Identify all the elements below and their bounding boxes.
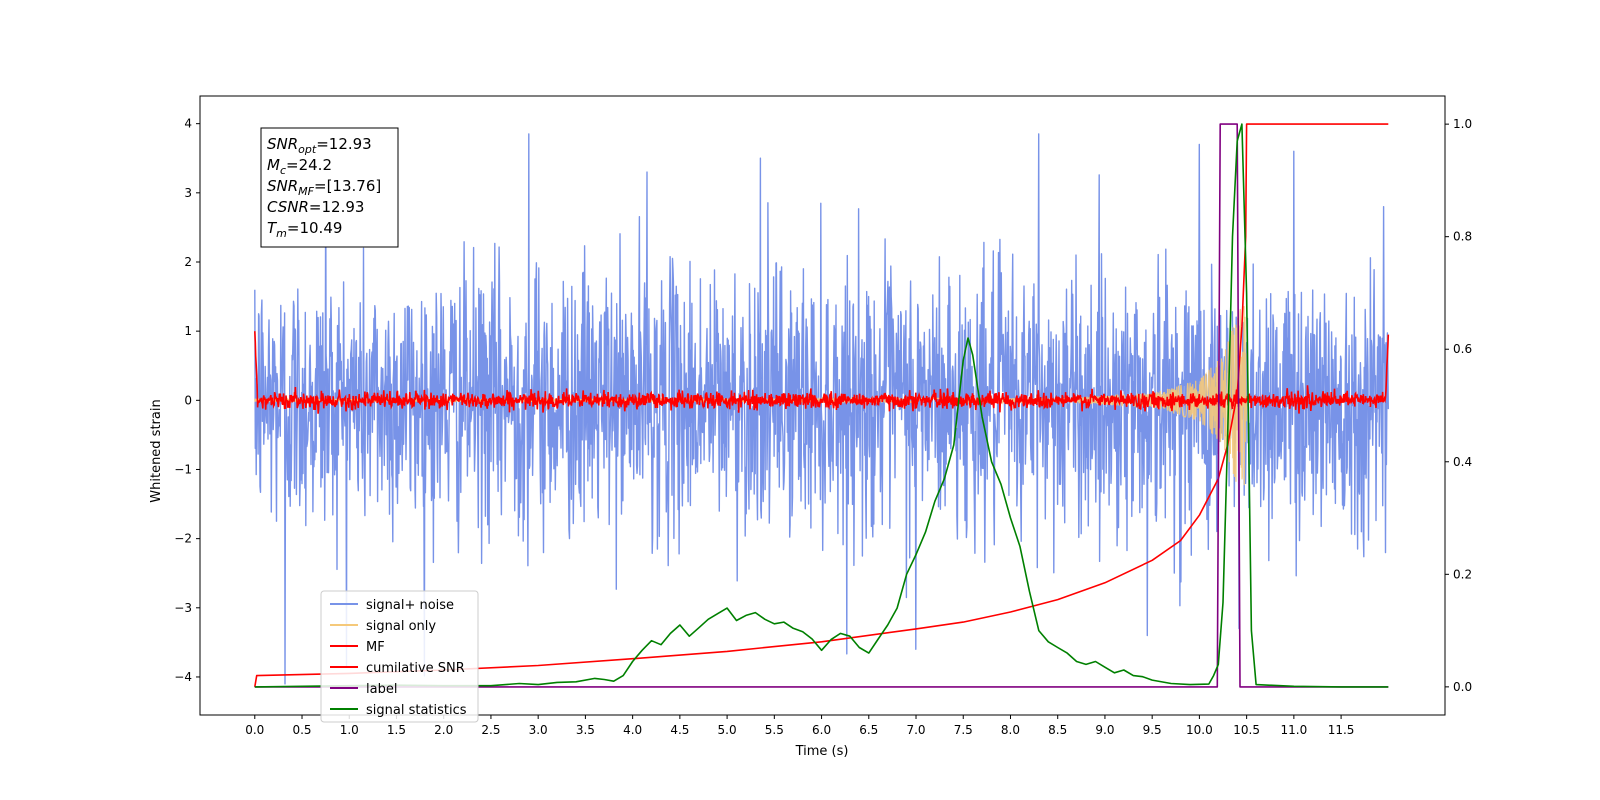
annotation-subscript: opt <box>298 143 317 156</box>
y-tick-label: −3 <box>174 601 192 615</box>
x-axis-label: Time (s) <box>795 744 849 759</box>
x-tick-label: 1.0 <box>340 723 359 737</box>
y-tick-label: −1 <box>174 462 192 476</box>
annotation-value: =10.49 <box>287 219 343 237</box>
annotation-value: =[13.76] <box>314 177 381 195</box>
x-tick-label: 10.0 <box>1186 723 1213 737</box>
legend: signal+ noise signal only MF cumilative SNR… <box>320 590 479 723</box>
x-tick-label: 4.0 <box>623 723 642 737</box>
series-layer <box>254 123 1390 688</box>
y2-tick-label: 0.0 <box>1453 680 1472 694</box>
legend-entry: signal only <box>366 619 436 634</box>
annotation-line: SNRopt=12.93 <box>267 135 372 156</box>
y-tick-label: −2 <box>174 532 192 546</box>
x-tick-label: 9.0 <box>1095 723 1114 737</box>
series-signal-statistics <box>254 123 1389 688</box>
y-axis-label: Whitened strain <box>149 399 164 502</box>
x-tick-label: 2.0 <box>434 723 453 737</box>
x-tick-label: 0.0 <box>245 723 264 737</box>
annotation-value: =12.93 <box>309 198 365 216</box>
annotation-subscript: c <box>280 164 286 177</box>
x-tick-label: 1.5 <box>387 723 406 737</box>
annotation-symbol: T <box>267 219 278 237</box>
legend-entry: signal statistics <box>366 703 467 718</box>
annotation-value: =24.2 <box>286 156 332 174</box>
y-axis-right: 1.0 0.8 0.6 0.4 0.2 0.0 <box>1445 117 1472 694</box>
series-label <box>254 123 1389 688</box>
annotation-line: Tm=10.49 <box>267 219 342 240</box>
y-tick-label: 1 <box>184 324 192 338</box>
x-tick-label: 4.5 <box>670 723 689 737</box>
plot-frame <box>199 95 1446 716</box>
x-tick-label: 5.0 <box>718 723 737 737</box>
annotation-line: SNRMF=[13.76] <box>267 177 381 198</box>
x-tick-label: 11.0 <box>1281 723 1308 737</box>
x-tick-label: 3.0 <box>529 723 548 737</box>
x-tick-label: 2.5 <box>481 723 500 737</box>
y2-tick-label: 0.6 <box>1453 342 1472 356</box>
annotation-subscript: m <box>276 227 287 240</box>
y2-tick-label: 0.4 <box>1453 455 1472 469</box>
annotation-symbol: SNR <box>267 177 298 195</box>
annotation-symbol: CSNR <box>267 198 309 216</box>
y2-tick-label: 1.0 <box>1453 117 1472 131</box>
annotation-subscript: MF <box>298 185 314 198</box>
y-tick-label: 4 <box>184 117 192 131</box>
legend-entry: cumilative SNR <box>366 661 465 676</box>
x-tick-label: 9.5 <box>1143 723 1162 737</box>
x-axis: 0.0 0.5 1.0 1.5 2.0 2.5 3.0 3.5 4.0 4.5 5.0 5.5 6.0 6… <box>245 715 1354 737</box>
annotation-frame <box>260 127 399 248</box>
annotation-symbol: SNR <box>267 135 298 153</box>
x-tick-label: 8.5 <box>1048 723 1067 737</box>
series-mf <box>254 331 1390 414</box>
x-tick-label: 8.0 <box>1001 723 1020 737</box>
y-tick-label: 3 <box>184 186 192 200</box>
x-tick-label: 11.5 <box>1328 723 1355 737</box>
legend-frame <box>320 590 479 723</box>
annotation-line: CSNR=12.93 <box>267 198 364 216</box>
x-tick-label: 6.5 <box>859 723 878 737</box>
annotation-symbol: M <box>267 156 280 174</box>
legend-entry: MF <box>366 640 385 655</box>
y-tick-label: −4 <box>174 670 192 684</box>
y-axis-left: 4 3 2 1 0 −1 −2 −3 −4 <box>174 117 200 684</box>
x-tick-label: 10.5 <box>1233 723 1260 737</box>
x-tick-label: 0.5 <box>292 723 311 737</box>
x-tick-label: 6.0 <box>812 723 831 737</box>
series-signal-noise <box>254 133 1389 685</box>
x-tick-label: 3.5 <box>576 723 595 737</box>
annotation-box: SNRopt=12.93Mc=24.2SNRMF=[13.76]CSNR=12.… <box>260 127 399 248</box>
legend-entry: signal+ noise <box>366 598 454 613</box>
annotation-value: =12.93 <box>316 135 372 153</box>
x-tick-label: 7.5 <box>954 723 973 737</box>
x-tick-label: 7.0 <box>906 723 925 737</box>
annotation-line: Mc=24.2 <box>267 156 332 177</box>
y2-tick-label: 0.8 <box>1453 230 1472 244</box>
y-tick-label: 0 <box>184 393 192 407</box>
y2-tick-label: 0.2 <box>1453 567 1472 581</box>
legend-entry: label <box>366 682 397 697</box>
y-tick-label: 2 <box>184 255 192 269</box>
x-tick-label: 5.5 <box>765 723 784 737</box>
